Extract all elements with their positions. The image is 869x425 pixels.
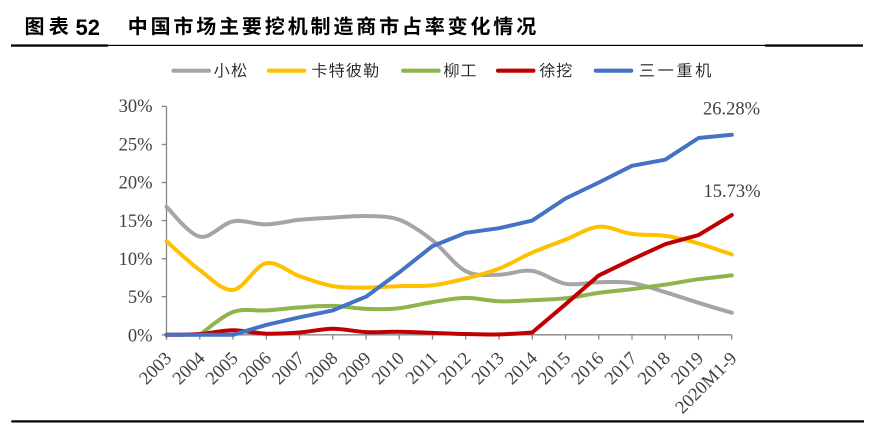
svg-text:30%: 30%	[119, 97, 153, 117]
svg-text:10%: 10%	[119, 250, 153, 270]
svg-text:5%: 5%	[128, 288, 153, 308]
svg-text:15.73%: 15.73%	[703, 182, 760, 202]
svg-text:15%: 15%	[119, 212, 153, 232]
svg-text:20%: 20%	[119, 174, 153, 194]
svg-text:26.28%: 26.28%	[703, 100, 760, 120]
svg-text:52: 52	[76, 15, 100, 40]
svg-text:25%: 25%	[119, 135, 153, 155]
svg-text:0%: 0%	[128, 326, 153, 346]
